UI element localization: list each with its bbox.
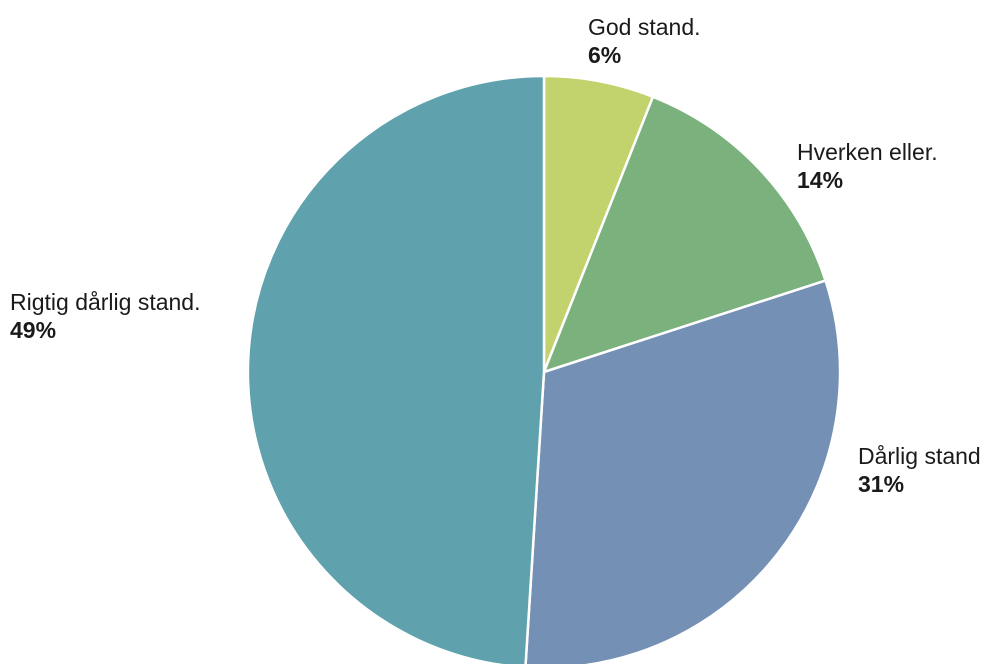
slice-label-hverken-eller: Hverken eller. 14% [797, 139, 942, 193]
slice-name-rigtig-darlig-stand: Rigtig dårlig stand. [10, 289, 201, 315]
pie-slice-darlig-stand [524, 279, 842, 664]
slice-label-rigtig-darlig-stand: Rigtig dårlig stand. 49% [10, 289, 205, 343]
pie-slice-rigtig-darlig-stand [246, 74, 546, 664]
pie-slices [246, 74, 842, 664]
slice-name-hverken-eller: Hverken eller. [797, 139, 938, 165]
slice-value-rigtig-darlig-stand: 49% [10, 317, 56, 343]
slice-name-god-stand: God stand. [588, 14, 701, 40]
slice-value-darlig-stand: 31% [858, 471, 904, 497]
pie-labels: God stand. 6% Hverken eller. 14% Dårlig … [10, 14, 985, 497]
slice-value-hverken-eller: 14% [797, 167, 843, 193]
slice-name-darlig-stand: Dårlig stand [858, 443, 981, 469]
slice-value-god-stand: 6% [588, 42, 621, 68]
slice-label-darlig-stand: Dårlig stand 31% [858, 443, 985, 497]
slice-label-god-stand: God stand. 6% [588, 14, 705, 68]
